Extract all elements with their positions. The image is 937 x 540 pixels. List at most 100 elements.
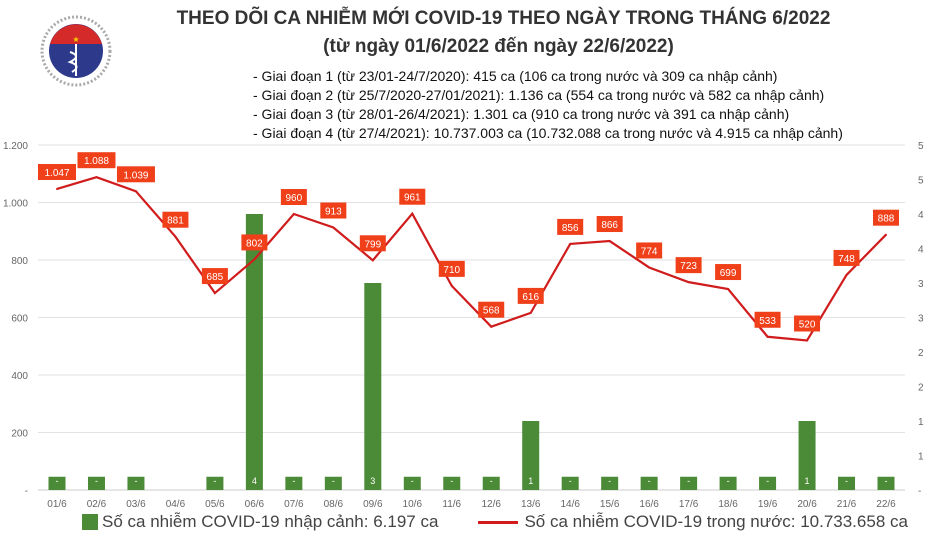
y-left-tick: 800 — [11, 256, 28, 267]
y-right-tick: 3 — [918, 314, 924, 325]
line-point — [490, 325, 493, 328]
bar-imported — [877, 476, 895, 490]
bar-label: 3 — [370, 476, 375, 486]
x-tick-label: 01/6 — [47, 499, 67, 510]
bar-imported — [443, 476, 461, 490]
x-tick-label: 16/6 — [639, 499, 659, 510]
data-label: 856 — [562, 223, 579, 234]
line-point — [450, 284, 453, 287]
y-right-tick: 2 — [918, 348, 924, 359]
line-point — [174, 235, 177, 238]
bar-label: - — [766, 476, 769, 486]
data-label: 1.047 — [44, 168, 69, 179]
y-right-tick: - — [918, 486, 921, 497]
bar-imported — [601, 476, 619, 490]
bar-label: - — [411, 476, 414, 486]
bar-label: 1 — [528, 476, 533, 486]
chart-subtitle: (từ ngày 01/6/2022 đến ngày 22/6/2022) — [323, 36, 674, 57]
bar-imported — [838, 476, 856, 490]
data-label: 685 — [207, 272, 224, 283]
y-right-tick: 1 — [918, 417, 924, 428]
data-label-box — [201, 268, 228, 285]
bar-label: - — [56, 476, 59, 486]
note-stage-3: - Giai đoạn 3 (từ 28/01-26/4/2021): 1.30… — [253, 106, 790, 122]
data-label-box — [715, 264, 742, 281]
line-point — [529, 311, 532, 314]
bar-label: - — [648, 476, 651, 486]
bar-imported — [87, 476, 105, 490]
bar-imported — [324, 476, 342, 490]
y-right-tick: 5 — [918, 141, 924, 152]
x-tick-label: 07/6 — [284, 499, 304, 510]
line-point — [885, 233, 887, 236]
data-label: 568 — [483, 306, 500, 317]
data-label: 913 — [325, 207, 342, 218]
bar-label: - — [687, 476, 690, 486]
x-tick-label: 20/6 — [797, 499, 817, 510]
x-tick-label: 09/6 — [363, 499, 383, 510]
data-label-box — [77, 152, 116, 169]
y-left-tick: 400 — [11, 371, 28, 382]
y-right-tick: 4 — [918, 210, 924, 221]
y-left-tick: - — [25, 486, 28, 497]
data-label: 710 — [443, 265, 460, 276]
bar-label: - — [95, 476, 98, 486]
data-label-box — [478, 301, 505, 318]
data-label-box — [794, 315, 821, 332]
data-label-box — [116, 166, 155, 183]
data-label-box — [873, 209, 899, 226]
bar-label: - — [332, 476, 335, 486]
data-label: 616 — [522, 292, 539, 303]
line-point — [411, 212, 414, 215]
bar-label: - — [450, 476, 453, 486]
data-label: 881 — [167, 216, 184, 227]
bar-imported — [522, 421, 540, 490]
data-label: 774 — [641, 246, 658, 257]
bar-imported — [403, 476, 421, 490]
x-tick-label: 10/6 — [403, 499, 423, 510]
bar-label: 1 — [805, 476, 810, 486]
legend-line-swatch — [478, 520, 519, 524]
data-label: 888 — [878, 214, 895, 225]
x-tick-label: 05/6 — [205, 499, 225, 510]
x-tick-label: 11/6 — [442, 499, 461, 510]
y-right-tick: 5 — [918, 176, 924, 187]
x-tick-label: 06/6 — [245, 499, 265, 510]
data-label: 533 — [759, 316, 776, 327]
legend: Số ca nhiễm COVID-19 nhập cảnh: 6.197 ca… — [82, 512, 908, 532]
legend-bar-label: Số ca nhiễm COVID-19 nhập cảnh: 6.197 ca — [102, 512, 439, 531]
ministry-of-health-logo: ★ — [40, 15, 112, 87]
stage-notes: - Giai đoạn 1 (từ 23/01-24/7/2020): 415 … — [253, 67, 843, 143]
data-label-box — [399, 188, 426, 205]
x-tick-label: 02/6 — [87, 499, 107, 510]
y-right-tick: 1 — [918, 452, 924, 463]
chart-title: THEO DÕI CA NHIỄM MỚI COVID-19 THEO NGÀY… — [176, 8, 831, 29]
bar-imported — [640, 476, 658, 490]
x-tick-label: 22/6 — [876, 499, 896, 510]
bar-label: - — [885, 476, 888, 486]
bar-imported — [245, 214, 263, 490]
bar-label: - — [213, 476, 216, 486]
data-label: 1.088 — [84, 156, 109, 167]
data-label-box — [596, 216, 623, 233]
data-label: 520 — [799, 320, 816, 331]
legend-bar-swatch — [82, 514, 98, 530]
y-left-tick: 200 — [11, 429, 28, 440]
line-point — [569, 242, 572, 245]
bar-imported — [482, 476, 500, 490]
line-point — [56, 187, 58, 190]
y-right-tick: 2 — [918, 383, 924, 394]
x-tick-label: 15/6 — [600, 499, 620, 510]
data-label-box — [438, 260, 465, 277]
line-domestic — [56, 176, 887, 342]
bar-imported — [364, 283, 382, 490]
data-label: 723 — [680, 261, 697, 272]
data-label-box — [280, 189, 307, 205]
data-label: 748 — [838, 254, 855, 265]
note-stage-4: - Giai đoạn 4 (từ 27/4/2021): 10.737.003… — [253, 125, 843, 141]
data-label-box — [38, 163, 76, 180]
data-label-box — [754, 311, 781, 328]
bar-imported — [759, 476, 777, 490]
line-point — [608, 240, 611, 243]
data-label: 866 — [601, 220, 618, 231]
